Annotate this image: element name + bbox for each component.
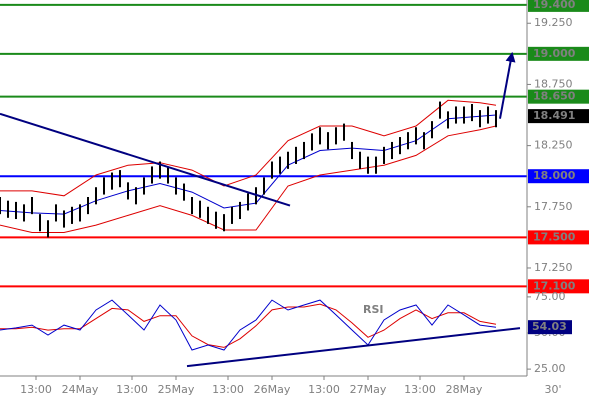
- timeframe-label: 30': [544, 383, 561, 396]
- y-tick-label: 17.750: [534, 200, 573, 213]
- x-tick-label: 25May: [158, 383, 195, 396]
- y-tick-label: 18.750: [534, 77, 573, 90]
- x-tick-label: 13:00: [404, 383, 436, 396]
- rsi-last-box: [528, 320, 572, 335]
- bollinger-lower: [0, 125, 497, 233]
- level-label-box: [528, 279, 589, 294]
- plot-area: [0, 3, 527, 368]
- trendline: [0, 112, 291, 207]
- level-label-box: [528, 46, 589, 61]
- rsi-tick-label: 25.00: [534, 362, 566, 375]
- x-tick-label: 13:00: [20, 383, 52, 396]
- level-label-box: [528, 0, 589, 12]
- x-tick-label: 13:00: [308, 383, 340, 396]
- x-tick-label: 13:00: [212, 383, 244, 396]
- level-label-box: [528, 89, 589, 104]
- x-tick-label: 28May: [446, 383, 483, 396]
- level-label: 17.500: [533, 230, 576, 243]
- level-label: 19.400: [533, 0, 576, 11]
- level-label-box: [528, 169, 589, 184]
- last-price-box: [528, 109, 589, 124]
- level-label: 19.000: [533, 47, 576, 60]
- rsi-last-label: 54.03: [532, 320, 567, 333]
- rsi-tick-label: 75.00: [534, 290, 566, 303]
- x-tick-label: 27May: [350, 383, 387, 396]
- level-label: 17.100: [533, 279, 576, 292]
- level-label: 18.650: [533, 90, 576, 103]
- rsi-line: [0, 299, 497, 351]
- rsi-label: RSI: [363, 303, 384, 316]
- level-label-box: [528, 230, 589, 245]
- rsi-trendline: [186, 327, 521, 368]
- level-label: 18.000: [533, 169, 576, 182]
- last-price-label: 18.491: [533, 109, 575, 122]
- projection-arrow: [499, 51, 516, 119]
- x-tick-label: 13:00: [116, 383, 148, 396]
- x-tick-label: 24May: [62, 383, 99, 396]
- y-tick-label: 18.250: [534, 139, 573, 152]
- y-tick-label: 17.250: [534, 261, 573, 274]
- x-tick-label: 26May: [254, 383, 291, 396]
- bollinger-upper: [0, 99, 497, 197]
- y-tick-label: 19.250: [534, 16, 573, 29]
